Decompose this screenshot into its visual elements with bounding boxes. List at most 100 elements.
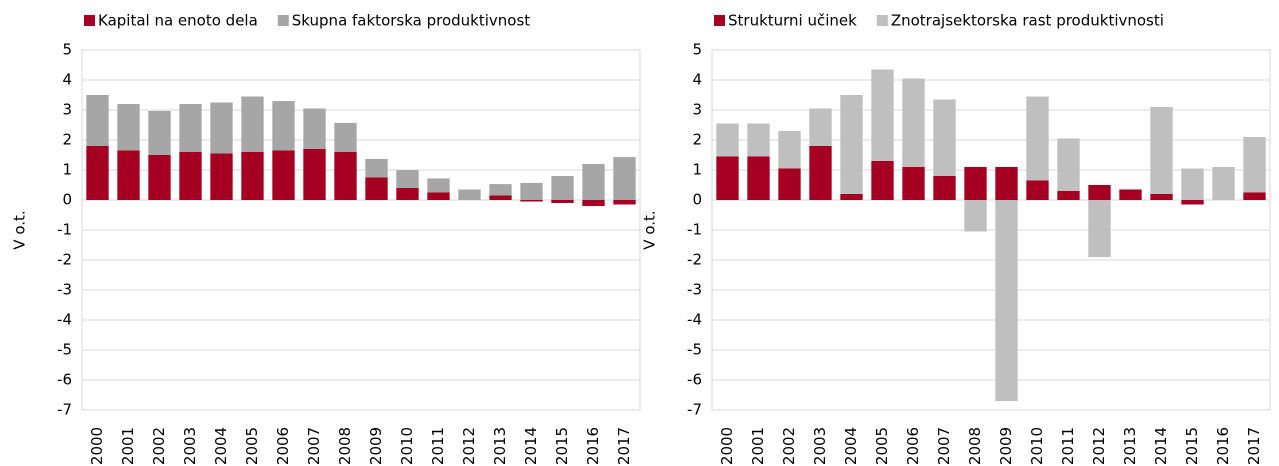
bar [716,156,739,200]
y-tick-label: -3 [57,281,72,299]
bar [365,177,388,200]
bar [272,101,295,151]
bar [148,155,171,200]
bar [210,102,233,154]
bar [458,189,481,200]
x-tick-label: 2015 [1183,427,1201,465]
y-tick-label: 3 [62,101,72,119]
x-tick-label: 2007 [935,427,953,465]
legend-label: Skupna faktorska produktivnost [292,12,531,30]
y-tick-label: 0 [62,191,72,209]
bar [551,176,574,200]
x-tick-label: 2012 [460,427,478,465]
x-tick-label: 2009 [997,427,1015,465]
y-tick-label: -1 [687,221,702,239]
bar [1026,96,1049,181]
x-tick-label: 2006 [904,427,922,465]
bar [1181,200,1204,205]
plot-border [81,49,641,411]
y-axis-label: V o.t. [11,210,29,249]
bar [303,108,326,149]
bar [840,194,863,200]
x-tick-label: 2006 [274,427,292,465]
x-tick-label: 2005 [243,427,261,465]
legend-label: Kapital na enoto dela [98,12,258,30]
bar [871,69,894,161]
x-tick-label: 2016 [1214,427,1232,465]
x-tick-label: 2002 [150,427,168,465]
legend-swatch [84,15,95,26]
x-tick-label: 2004 [212,427,230,465]
bar [117,104,140,151]
x-tick-label: 2010 [1028,427,1046,465]
x-tick-label: 2008 [966,427,984,465]
y-tick-label: 1 [62,161,72,179]
bar [1243,192,1266,200]
legend-swatch [277,15,289,26]
bar [241,96,264,152]
bar [396,188,419,200]
bar [148,110,171,155]
bar [582,200,605,206]
bar [809,146,832,200]
x-tick-label: 2003 [181,427,199,465]
y-tick-label: 3 [692,101,702,119]
x-tick-label: 2011 [429,427,447,465]
bar [933,176,956,200]
bar [902,167,925,200]
x-tick-label: 2014 [522,427,540,465]
bar [210,153,233,200]
legend-swatch [876,15,888,26]
x-tick-label: 2001 [119,427,137,465]
y-tick-label: 0 [692,191,702,209]
bar [179,104,202,152]
y-tick-label: -4 [687,311,702,329]
x-tick-label: 2017 [1245,427,1263,465]
bar [1088,185,1111,200]
y-tick-label: 4 [62,71,72,89]
bar [840,95,863,194]
bar [1212,167,1235,200]
bar [716,123,739,157]
y-tick-label: -7 [57,401,72,419]
x-tick-label: 2001 [749,427,767,465]
bar [489,195,512,200]
bar [995,167,1018,200]
bar [427,192,450,200]
bar [86,146,109,200]
bar [303,149,326,200]
x-tick-label: 2011 [1059,427,1077,465]
y-tick-label: -4 [57,311,72,329]
bar [1150,107,1173,194]
y-tick-label: -2 [687,251,702,269]
legend-label: Strukturni učinek [728,12,857,30]
bar [86,95,109,146]
bar [551,200,574,203]
y-tick-label: -7 [687,401,702,419]
x-tick-label: 2017 [615,427,633,465]
bar [613,157,636,200]
bar [427,178,450,193]
bar [964,167,987,200]
bar [871,161,894,200]
bar [1026,180,1049,200]
bar [334,122,357,152]
x-tick-label: 2007 [305,427,323,465]
bar [1243,137,1266,193]
y-tick-label: 5 [62,41,72,59]
bar [809,108,832,146]
bar [520,182,543,200]
bar [241,152,264,200]
bar [747,123,770,157]
x-tick-label: 2009 [367,427,385,465]
bar [902,78,925,167]
y-tick-label: 1 [692,161,702,179]
legend-label: Znotrajsektorska rast produktivnosti [891,12,1164,30]
y-tick-label: 2 [62,131,72,149]
x-tick-label: 2013 [1121,427,1139,465]
x-tick-label: 2016 [584,427,602,465]
bar [365,158,388,178]
y-tick-label: -1 [57,221,72,239]
x-tick-label: 2003 [811,427,829,465]
